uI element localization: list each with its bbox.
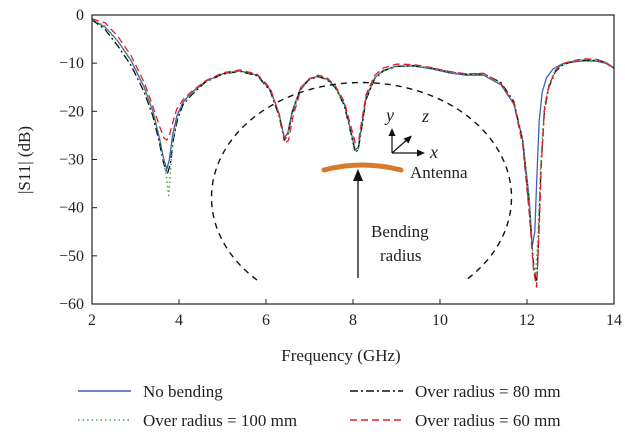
y-axis-label: |S11| (dB)	[15, 126, 34, 194]
coordinate-axes-icon	[388, 128, 425, 157]
legend: No bending Over radius = 80 mm Over radi…	[78, 382, 561, 430]
x-tick-label: 6	[262, 312, 270, 329]
antenna-shape	[321, 162, 404, 173]
y-tick-label: −10	[59, 55, 84, 72]
x-axis-label: Frequency (GHz)	[281, 346, 400, 365]
x-tick-label: 4	[175, 312, 183, 329]
legend-item-radius-60: Over radius = 60 mm	[350, 411, 561, 430]
y-tick-label: −30	[59, 152, 84, 169]
axis-y-symbol: y	[384, 105, 394, 125]
bending-inset: Bending radius Antenna y z x	[210, 81, 513, 281]
x-tick-label: 12	[519, 312, 535, 329]
axis-x-symbol: x	[429, 142, 438, 162]
legend-item-radius-100: Over radius = 100 mm	[78, 411, 297, 430]
x-tick-label: 8	[349, 312, 357, 329]
series-layer	[91, 18, 615, 288]
legend-label-no-bending: No bending	[143, 382, 223, 401]
antenna-label: Antenna	[410, 163, 468, 182]
bending-label-line-2: radius	[380, 246, 422, 265]
legend-label-radius-100: Over radius = 100 mm	[143, 411, 297, 430]
y-tick-label: 0	[76, 7, 84, 24]
bending-label-line-1: Bending	[371, 222, 429, 241]
series-line-over-radius-100-mm	[91, 19, 615, 276]
x-tick-label: 10	[432, 312, 448, 329]
bending-circle-arc	[210, 81, 513, 281]
y-tick-label: −20	[59, 103, 84, 120]
y-tick-label: −40	[59, 200, 84, 217]
y-tick-label: −50	[59, 248, 84, 265]
plot-area-frame	[91, 14, 615, 305]
tick-layer: 2 4 6 8 10 12 14 0 −10 −20 −30 −40 −50 −60	[59, 7, 622, 329]
legend-label-radius-80: Over radius = 80 mm	[415, 382, 561, 401]
legend-label-radius-60: Over radius = 60 mm	[415, 411, 561, 430]
x-tick-label: 2	[88, 312, 96, 329]
legend-item-radius-80: Over radius = 80 mm	[350, 382, 561, 401]
axis-z-symbol: z	[421, 106, 429, 126]
y-tick-label: −60	[59, 296, 84, 313]
radius-arrow-head	[353, 169, 363, 181]
legend-item-no-bending: No bending	[78, 382, 223, 401]
x-tick-label: 14	[606, 312, 622, 329]
